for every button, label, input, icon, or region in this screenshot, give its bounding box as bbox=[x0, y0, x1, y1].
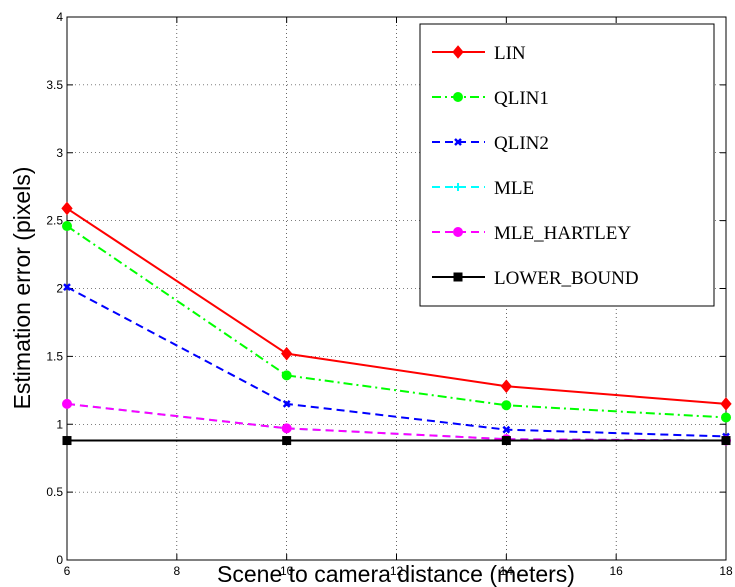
data-point bbox=[63, 283, 71, 292]
series-group bbox=[61, 201, 732, 446]
x-tick-label: 16 bbox=[609, 564, 623, 578]
legend-marker bbox=[453, 227, 463, 237]
x-axis-title: Scene to camera distance (meters) bbox=[217, 561, 575, 587]
data-point bbox=[720, 397, 732, 411]
series-line bbox=[66, 225, 727, 419]
legend-label: MLE bbox=[494, 178, 534, 199]
legend-marker bbox=[453, 272, 463, 282]
y-tick-label: 2.5 bbox=[46, 214, 63, 228]
y-tick-label: 4 bbox=[56, 10, 63, 24]
legend-entry-qlin1: QLIN1 bbox=[432, 88, 549, 109]
data-point bbox=[281, 370, 292, 381]
legend-marker bbox=[454, 138, 462, 146]
series-line bbox=[66, 286, 727, 438]
data-point bbox=[721, 436, 731, 446]
marker-stroke bbox=[282, 400, 291, 408]
x-tick-label: 8 bbox=[173, 564, 180, 578]
y-tick-label: 0 bbox=[56, 553, 63, 567]
marker-stroke bbox=[454, 138, 462, 146]
series-qlin1 bbox=[62, 221, 731, 423]
x-tick-label: 12 bbox=[390, 564, 404, 578]
legend: LIN QLIN1 QLIN2 MLE MLE_HARTLEY LOWER_BOUND bbox=[419, 23, 715, 307]
legend-entry-lin: LIN bbox=[432, 43, 526, 64]
legend-entry-mle-hartley: MLE_HARTLEY bbox=[432, 223, 631, 244]
x-tick-label: 6 bbox=[64, 564, 71, 578]
data-point bbox=[500, 379, 512, 394]
x-tick-label: 18 bbox=[719, 564, 733, 578]
y-axis-title: Estimation error (pixels) bbox=[9, 167, 35, 410]
legend-marker bbox=[453, 92, 463, 102]
data-point bbox=[281, 346, 293, 361]
series-lower-bound bbox=[62, 436, 731, 446]
legend-entry-mle: MLE bbox=[432, 178, 534, 199]
data-point bbox=[502, 425, 511, 434]
y-tick-label: 3 bbox=[56, 146, 63, 160]
x-tick-label: 14 bbox=[500, 564, 514, 578]
marker-stroke bbox=[63, 283, 71, 292]
series-lin bbox=[61, 201, 732, 411]
y-tick-label: 0.5 bbox=[46, 485, 63, 499]
legend-marker bbox=[454, 183, 462, 191]
x-tick-label: 10 bbox=[280, 564, 294, 578]
y-tick-label: 3.5 bbox=[46, 78, 63, 92]
y-tick-label: 1 bbox=[56, 417, 63, 431]
data-point bbox=[501, 436, 511, 446]
data-point bbox=[282, 436, 292, 446]
legend-entry-lower-bound: LOWER_BOUND bbox=[432, 268, 639, 289]
data-point bbox=[62, 398, 72, 409]
legend-label: QLIN2 bbox=[494, 133, 549, 154]
legend-label: LOWER_BOUND bbox=[494, 268, 639, 289]
series-line bbox=[66, 207, 727, 405]
y-tick-label: 1.5 bbox=[46, 349, 63, 363]
legend-box bbox=[419, 23, 715, 307]
data-point bbox=[281, 423, 292, 434]
y-tick-label: 2 bbox=[56, 282, 63, 296]
legend-entry-qlin2: QLIN2 bbox=[432, 133, 549, 154]
legend-marker bbox=[452, 45, 464, 59]
data-point bbox=[282, 400, 291, 408]
marker-stroke bbox=[502, 425, 511, 434]
data-point bbox=[61, 201, 73, 216]
data-point bbox=[62, 436, 72, 446]
legend-label: MLE_HARTLEY bbox=[494, 223, 631, 244]
data-point bbox=[62, 221, 72, 232]
legend-label: LIN bbox=[494, 43, 526, 64]
data-point bbox=[501, 400, 512, 411]
legend-label: QLIN1 bbox=[494, 88, 549, 109]
data-point bbox=[721, 412, 731, 423]
